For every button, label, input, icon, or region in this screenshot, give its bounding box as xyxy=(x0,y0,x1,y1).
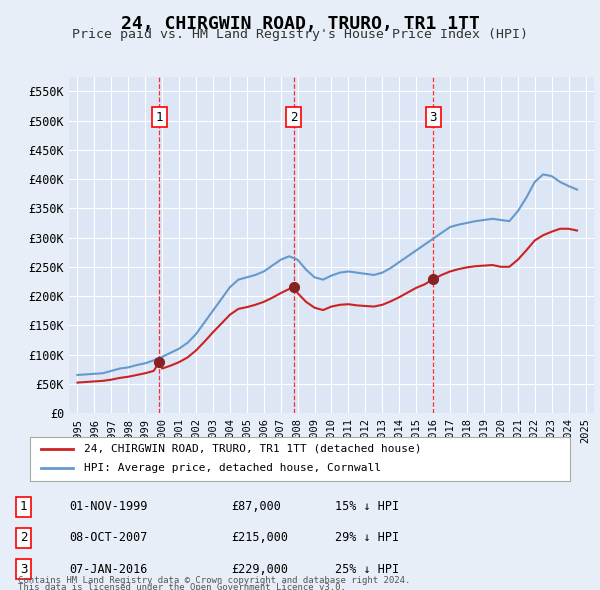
Text: 1: 1 xyxy=(155,110,163,123)
Text: £229,000: £229,000 xyxy=(231,562,288,576)
Text: 3: 3 xyxy=(430,110,437,123)
Text: 08-OCT-2007: 08-OCT-2007 xyxy=(70,532,148,545)
Text: 15% ↓ HPI: 15% ↓ HPI xyxy=(335,500,398,513)
Text: £87,000: £87,000 xyxy=(231,500,281,513)
Text: 1: 1 xyxy=(20,500,27,513)
Text: 07-JAN-2016: 07-JAN-2016 xyxy=(70,562,148,576)
Text: This data is licensed under the Open Government Licence v3.0.: This data is licensed under the Open Gov… xyxy=(18,583,346,590)
Text: £215,000: £215,000 xyxy=(231,532,288,545)
Text: Price paid vs. HM Land Registry's House Price Index (HPI): Price paid vs. HM Land Registry's House … xyxy=(72,28,528,41)
Text: HPI: Average price, detached house, Cornwall: HPI: Average price, detached house, Corn… xyxy=(84,464,381,473)
Text: 24, CHIRGWIN ROAD, TRURO, TR1 1TT: 24, CHIRGWIN ROAD, TRURO, TR1 1TT xyxy=(121,15,479,33)
Text: 2: 2 xyxy=(290,110,298,123)
Text: 24, CHIRGWIN ROAD, TRURO, TR1 1TT (detached house): 24, CHIRGWIN ROAD, TRURO, TR1 1TT (detac… xyxy=(84,444,421,454)
Text: 25% ↓ HPI: 25% ↓ HPI xyxy=(335,562,398,576)
Text: 2: 2 xyxy=(20,532,27,545)
Text: 01-NOV-1999: 01-NOV-1999 xyxy=(70,500,148,513)
Text: Contains HM Land Registry data © Crown copyright and database right 2024.: Contains HM Land Registry data © Crown c… xyxy=(18,576,410,585)
Text: 3: 3 xyxy=(20,562,27,576)
Text: 29% ↓ HPI: 29% ↓ HPI xyxy=(335,532,398,545)
